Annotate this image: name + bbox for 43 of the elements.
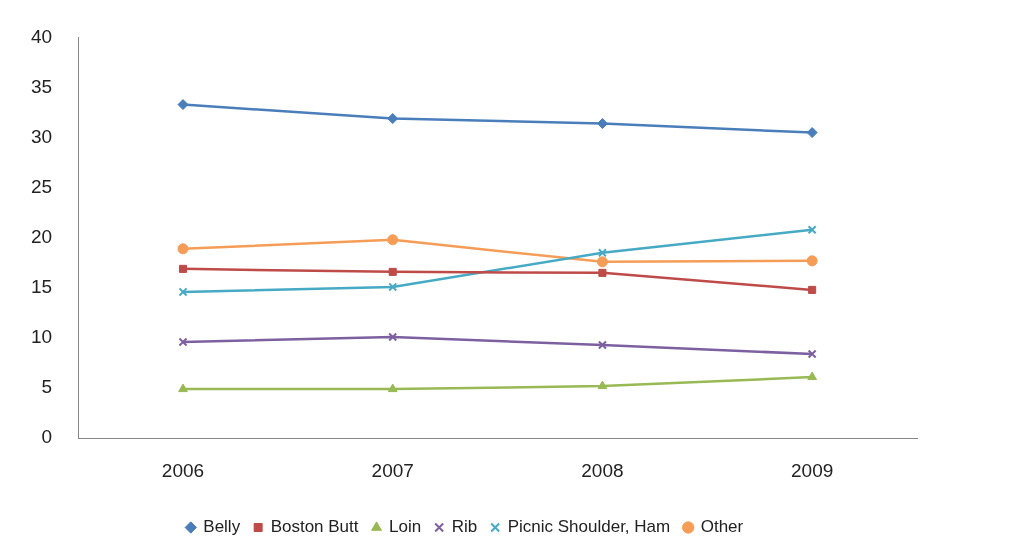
- point: [178, 337, 188, 347]
- point: [808, 285, 817, 294]
- point: [387, 113, 399, 125]
- y-tick-label: 15: [30, 276, 53, 298]
- y-tick-label: 40: [30, 25, 53, 47]
- point: [387, 383, 398, 393]
- legend-label: Belly: [203, 517, 241, 537]
- y-tick-label: 25: [30, 175, 53, 197]
- legend-label: Picnic Shoulder, Ham: [507, 517, 671, 537]
- y-tick-label: 5: [41, 376, 53, 398]
- point: [388, 267, 397, 276]
- point: [178, 264, 188, 273]
- y-tick-label: 0: [41, 426, 53, 448]
- point: [597, 248, 607, 258]
- point: [598, 268, 607, 277]
- point: [806, 255, 818, 267]
- point: [178, 383, 188, 393]
- point: [807, 349, 817, 359]
- point: [806, 127, 818, 139]
- point: [596, 118, 608, 130]
- point: [596, 256, 608, 268]
- point: [177, 243, 189, 255]
- x-tick-label: 2007: [371, 459, 414, 481]
- point: [387, 234, 399, 246]
- legend-label: Loin: [389, 517, 422, 537]
- point: [177, 99, 189, 111]
- point: [388, 282, 398, 292]
- y-tick-label: 20: [30, 226, 53, 248]
- x-tick-label: 2009: [791, 459, 834, 481]
- y-tick-label: 30: [30, 125, 53, 147]
- y-tick-label: 10: [30, 326, 53, 348]
- x-tick-label: 2006: [161, 459, 205, 481]
- legend-label: Other: [700, 517, 744, 537]
- point: [388, 332, 398, 342]
- legend-label: Boston Butt: [270, 517, 359, 537]
- x-tick-label: 2008: [581, 459, 624, 481]
- point: [178, 287, 188, 297]
- point: [807, 225, 817, 235]
- point: [597, 380, 608, 390]
- legend-label: Rib: [451, 517, 478, 537]
- point: [807, 371, 817, 381]
- y-tick-label: 35: [30, 75, 53, 97]
- point: [597, 340, 607, 350]
